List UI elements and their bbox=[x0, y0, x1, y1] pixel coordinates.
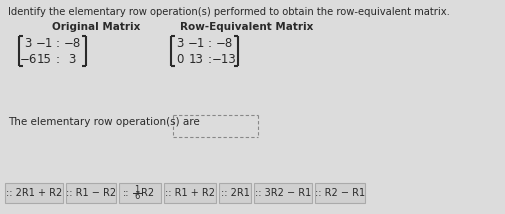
Text: 6: 6 bbox=[134, 192, 139, 201]
Text: :: : bbox=[56, 52, 60, 65]
Text: −13: −13 bbox=[211, 52, 236, 65]
Text: :: 2R1: :: 2R1 bbox=[220, 188, 249, 198]
Text: −8: −8 bbox=[215, 37, 232, 49]
Text: Identify the elementary row operation(s) performed to obtain the row-equivalent : Identify the elementary row operation(s)… bbox=[8, 7, 449, 17]
Text: 3: 3 bbox=[68, 52, 76, 65]
Text: :: 3R2 − R1: :: 3R2 − R1 bbox=[255, 188, 311, 198]
Text: 13: 13 bbox=[188, 52, 203, 65]
Text: :: : bbox=[56, 37, 60, 49]
Text: :: : bbox=[208, 52, 212, 65]
FancyBboxPatch shape bbox=[5, 183, 63, 203]
Text: −1: −1 bbox=[35, 37, 53, 49]
FancyBboxPatch shape bbox=[164, 183, 216, 203]
Text: 3: 3 bbox=[176, 37, 183, 49]
Text: R2: R2 bbox=[141, 188, 154, 198]
Text: :: R2 − R1: :: R2 − R1 bbox=[314, 188, 364, 198]
FancyBboxPatch shape bbox=[119, 183, 161, 203]
Text: Original Matrix: Original Matrix bbox=[52, 22, 140, 32]
Text: 0: 0 bbox=[176, 52, 183, 65]
Text: Row-Equivalent Matrix: Row-Equivalent Matrix bbox=[180, 22, 313, 32]
Text: 15: 15 bbox=[36, 52, 52, 65]
Text: −6: −6 bbox=[19, 52, 37, 65]
Text: ::: :: bbox=[123, 188, 129, 198]
Text: 3: 3 bbox=[24, 37, 32, 49]
Text: :: R1 − R2: :: R1 − R2 bbox=[66, 188, 116, 198]
Text: −1: −1 bbox=[187, 37, 205, 49]
FancyBboxPatch shape bbox=[254, 183, 312, 203]
FancyBboxPatch shape bbox=[315, 183, 364, 203]
FancyBboxPatch shape bbox=[66, 183, 116, 203]
Text: The elementary row operation(s) are: The elementary row operation(s) are bbox=[8, 117, 199, 127]
Text: −8: −8 bbox=[63, 37, 80, 49]
Text: :: : bbox=[208, 37, 212, 49]
Text: :: 2R1 + R2: :: 2R1 + R2 bbox=[6, 188, 62, 198]
Text: 1: 1 bbox=[134, 185, 139, 194]
Text: :: R1 + R2: :: R1 + R2 bbox=[165, 188, 215, 198]
FancyBboxPatch shape bbox=[219, 183, 250, 203]
